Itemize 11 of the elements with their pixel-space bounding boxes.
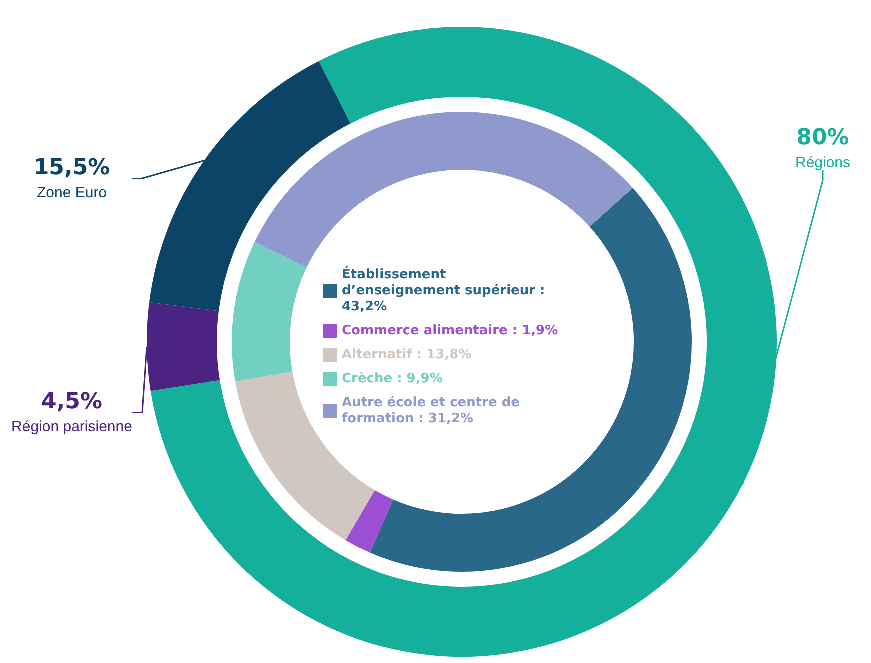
slice-label: Zone Euro bbox=[36, 184, 108, 202]
data-label: 80% bbox=[796, 126, 850, 150]
legend-label: Établissement d’enseignement supérieur : 43,2% bbox=[342, 266, 550, 314]
legend-label: Alternatif : 13,8% bbox=[342, 348, 472, 362]
data-label: 15,5% bbox=[34, 156, 110, 180]
legend-label: Crèche : 9,9% bbox=[342, 372, 443, 386]
slice-label: Régions bbox=[795, 154, 851, 172]
legend-label: Autre école et centre de formation : 31,2% bbox=[342, 396, 524, 426]
data-label: 4,5% bbox=[41, 390, 103, 414]
slice-label: Région parisienne bbox=[12, 418, 132, 436]
legend-label: Commerce alimentaire : 1,9% bbox=[342, 324, 558, 338]
